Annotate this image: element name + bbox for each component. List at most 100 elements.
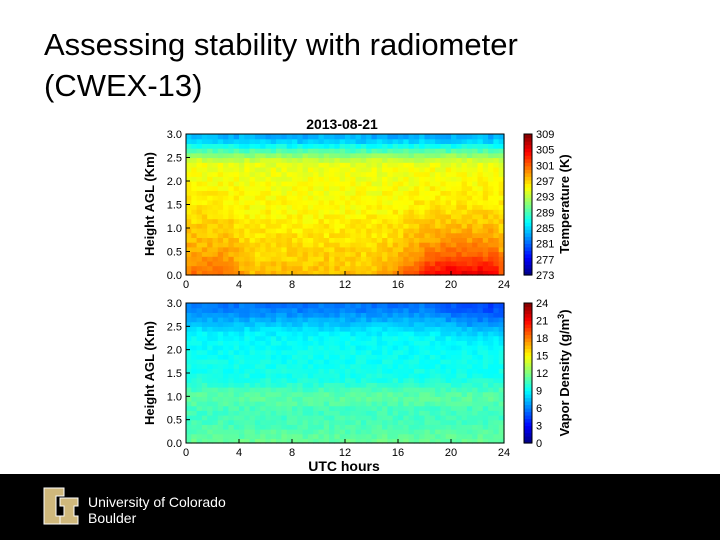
heatmap-cell (413, 157, 420, 163)
heatmap-cell (413, 373, 420, 379)
heatmap-cell (398, 152, 404, 159)
heatmap-cell (440, 345, 447, 351)
heatmap-cell (429, 359, 436, 365)
heatmap-cell (265, 419, 272, 425)
heatmap-cell (398, 382, 404, 388)
heatmap-cell (223, 152, 229, 159)
heatmap-cell (307, 391, 314, 397)
heatmap-cell (186, 331, 192, 337)
heatmap-cell (292, 246, 298, 253)
heatmap-cell (228, 335, 235, 341)
heatmap-cell (440, 419, 447, 425)
heatmap-cell (445, 195, 452, 201)
heatmap-cell (477, 148, 484, 154)
heatmap-cell (366, 138, 373, 144)
heatmap-cell (292, 209, 298, 215)
heatmap-cell (254, 354, 261, 360)
heatmap-cell (408, 195, 415, 201)
heatmap-cell (207, 199, 214, 206)
heatmap-cell (313, 340, 320, 346)
heatmap-cell (196, 368, 203, 374)
heatmap-cell (466, 157, 473, 163)
heatmap-cell (276, 176, 282, 182)
heatmap-cell (249, 256, 256, 262)
heatmap-cell (292, 213, 298, 220)
heatmap-cell (270, 232, 277, 238)
heatmap-cell (334, 138, 341, 144)
heatmap-cell (445, 429, 452, 435)
heatmap-cell (350, 171, 357, 177)
heatmap-cell (445, 349, 452, 355)
heatmap-cell (292, 251, 298, 257)
heatmap-cell (191, 157, 198, 163)
heatmap-cell (307, 401, 314, 407)
x-tick-label: 12 (339, 279, 351, 291)
heatmap-cell (482, 232, 489, 238)
heatmap-cell (472, 256, 479, 262)
heatmap-cell (419, 354, 426, 360)
heatmap-cell (339, 405, 346, 411)
heatmap-cell (191, 368, 198, 374)
heatmap-cell (228, 410, 235, 416)
heatmap-cell (313, 405, 320, 411)
heatmap-cell (265, 391, 272, 397)
heatmap-cell (201, 387, 208, 393)
heatmap-cell (413, 415, 420, 421)
heatmap-cell (408, 387, 415, 393)
heatmap-cell (424, 138, 431, 144)
heatmap-cell (366, 312, 373, 318)
heatmap-cell (403, 303, 410, 309)
heatmap-cell (223, 143, 229, 149)
heatmap-cell (366, 204, 373, 210)
heatmap-cell (366, 368, 373, 374)
heatmap-cell (360, 438, 367, 444)
heatmap-cell (186, 373, 192, 379)
heatmap-cell (186, 166, 192, 173)
heatmap-cell (196, 246, 203, 253)
heatmap-cell (440, 349, 447, 355)
heatmap-cell (286, 307, 293, 313)
heatmap-cell (408, 345, 415, 351)
heatmap-cell (339, 260, 346, 267)
heatmap-cell (345, 373, 351, 379)
heatmap-cell (318, 349, 325, 355)
heatmap-cell (207, 410, 214, 416)
heatmap-cell (249, 349, 256, 355)
heatmap-cell (281, 265, 288, 271)
heatmap-cell (329, 162, 335, 168)
heatmap-cell (292, 218, 298, 224)
heatmap-cell (413, 237, 420, 243)
heatmap-cell (212, 260, 219, 267)
heatmap-cell (419, 345, 426, 351)
colorbar-segment (524, 394, 532, 399)
heatmap-cell (223, 391, 229, 397)
heatmap-cell (345, 270, 351, 276)
heatmap-cell (265, 401, 272, 407)
heatmap-cell (382, 377, 388, 383)
heatmap-cell (297, 415, 304, 421)
heatmap-cell (376, 312, 383, 318)
heatmap-cell (223, 307, 229, 313)
heatmap-cell (387, 242, 394, 248)
heatmap-cell (419, 405, 426, 411)
heatmap-cell (307, 181, 314, 187)
heatmap-cell (207, 213, 214, 220)
heatmap-cell (440, 340, 447, 346)
heatmap-cell (413, 387, 420, 393)
heatmap-cell (302, 335, 309, 341)
heatmap-cell (366, 256, 373, 262)
heatmap-cell (445, 270, 452, 276)
heatmap-cell (191, 260, 198, 267)
heatmap-cell (254, 410, 261, 416)
heatmap-cell (249, 335, 256, 341)
heatmap-cell (302, 138, 309, 144)
heatmap-cell (239, 387, 245, 393)
heatmap-cell (398, 401, 404, 407)
heatmap-cell (329, 429, 335, 435)
heatmap-cell (419, 391, 426, 397)
heatmap-cell (292, 256, 298, 262)
heatmap-cell (466, 401, 473, 407)
heatmap-cell (408, 326, 415, 332)
heatmap-cell (488, 195, 494, 201)
heatmap-cell (207, 195, 214, 201)
